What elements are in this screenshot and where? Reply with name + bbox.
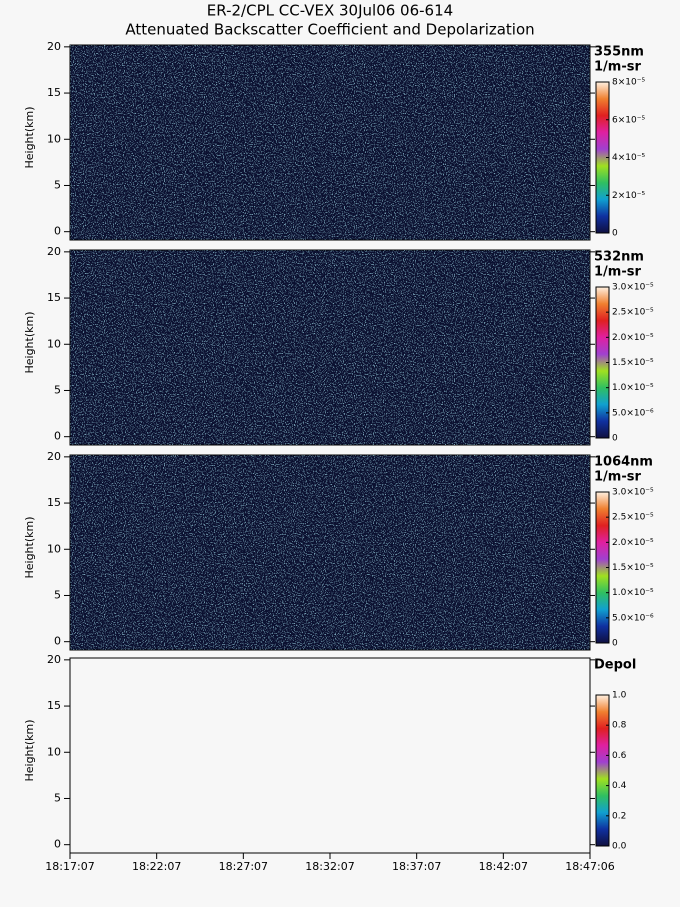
y-tick-label: 5 (54, 791, 61, 804)
y-tick-label: 15 (47, 291, 61, 304)
colorbar-tick-label: 2×10⁻⁵ (612, 191, 645, 201)
x-tick-label: 18:47:06 (565, 860, 614, 873)
x-tick-label: 18:27:07 (219, 860, 268, 873)
x-tick-label: 18:32:07 (305, 860, 354, 873)
y-tick-label: 20 (47, 653, 61, 666)
y-tick-label: 5 (54, 178, 61, 191)
colorbar-title: Depol (594, 658, 636, 673)
y-tick-label: 0 (54, 635, 61, 648)
y-tick-label: 5 (54, 383, 61, 396)
colorbar-title: 1/m-sr (594, 470, 641, 485)
colorbar-tick-label: 0.0 (612, 842, 627, 852)
colorbar-tick-label: 0 (612, 639, 618, 649)
y-tick-label: 10 (47, 745, 61, 758)
colorbar-title: 1/m-sr (594, 265, 641, 280)
y-axis-label: Height(km) (23, 106, 36, 168)
colorbar-tick-label: 0.6 (612, 751, 627, 761)
y-tick-label: 15 (47, 699, 61, 712)
colorbar-tick-label: 0 (612, 434, 618, 444)
colorbar-tick-label: 8×10⁻⁵ (612, 78, 645, 88)
colorbar-tick-label: 1.5×10⁻⁵ (612, 358, 654, 368)
colorbar-tick-label: 3.0×10⁻⁵ (612, 488, 654, 498)
colorbar-tick-label: 1.0×10⁻⁵ (612, 383, 654, 393)
y-tick-label: 0 (54, 225, 61, 238)
y-tick-label: 10 (47, 132, 61, 145)
colorbar-title: 1064nm (594, 455, 653, 470)
colorbar-title: 355nm (594, 45, 644, 60)
x-tick-label: 18:42:07 (479, 860, 528, 873)
colorbar-tick-label: 6×10⁻⁵ (612, 115, 645, 125)
colorbar-tick-label: 1.5×10⁻⁵ (612, 563, 654, 573)
colorbar-tick-label: 0.8 (612, 721, 627, 731)
chart-subtitle: Attenuated Backscatter Coefficient and D… (125, 21, 534, 39)
colorbar-tick-label: 3.0×10⁻⁵ (612, 283, 654, 293)
colorbar-tick-label: 1.0 (612, 691, 627, 701)
y-tick-label: 20 (47, 450, 61, 463)
plot-area (69, 657, 591, 854)
colorbar-tick-label: 0.4 (612, 781, 627, 791)
x-tick-label: 18:17:07 (45, 860, 94, 873)
colorbar (595, 694, 610, 847)
y-axis-label: Height(km) (23, 516, 36, 578)
y-tick-label: 0 (54, 430, 61, 443)
y-tick-label: 10 (47, 337, 61, 350)
colorbar-tick-label: 4×10⁻⁵ (612, 153, 645, 163)
colorbar-tick-label: 5.0×10⁻⁶ (612, 613, 654, 623)
colorbar-tick-label: 2.0×10⁻⁵ (612, 333, 654, 343)
texture (70, 45, 590, 240)
x-tick-label: 18:37:07 (392, 860, 441, 873)
y-tick-label: 15 (47, 496, 61, 509)
colorbar-tick-label: 1.0×10⁻⁵ (612, 588, 654, 598)
colorbar-title: 1/m-sr (594, 60, 641, 75)
colorbar-tick-label: 5.0×10⁻⁶ (612, 408, 654, 418)
y-axis-label: Height(km) (23, 719, 36, 781)
chart-title: ER-2/CPL CC-VEX 30Jul06 06-614 (207, 2, 453, 20)
colorbar-tick-label: 0 (612, 229, 618, 239)
y-tick-label: 15 (47, 86, 61, 99)
colorbar-tick-label: 0.2 (612, 811, 626, 821)
colorbar-tick-label: 2.0×10⁻⁵ (612, 538, 654, 548)
y-axis-label: Height(km) (23, 311, 36, 373)
y-tick-label: 20 (47, 40, 61, 53)
y-tick-label: 5 (54, 588, 61, 601)
y-tick-label: 20 (47, 245, 61, 258)
y-tick-label: 10 (47, 542, 61, 555)
colorbar-tick-label: 2.5×10⁻⁵ (612, 513, 654, 523)
x-tick-label: 18:22:07 (132, 860, 181, 873)
texture (70, 455, 590, 650)
colorbar-tick-label: 2.5×10⁻⁵ (612, 308, 654, 318)
texture (70, 250, 590, 445)
colorbar-title: 532nm (594, 250, 644, 265)
y-tick-label: 0 (54, 838, 61, 851)
